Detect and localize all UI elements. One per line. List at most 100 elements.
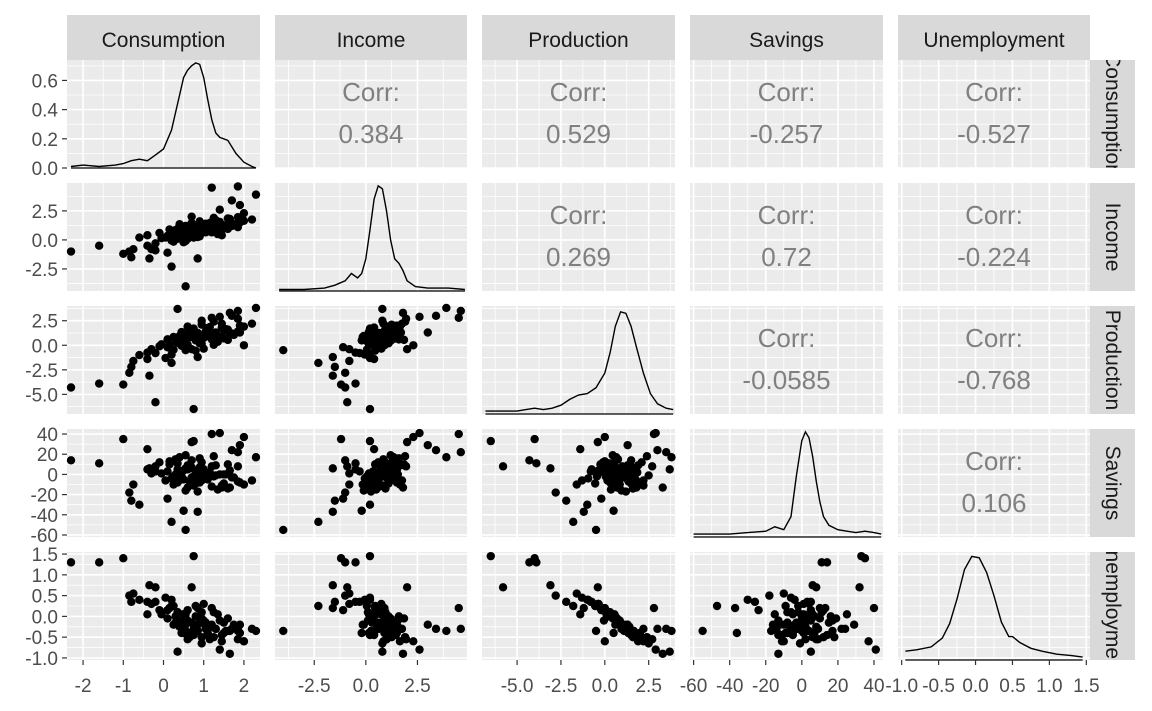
point (364, 628, 374, 638)
point (423, 620, 432, 629)
point (135, 350, 144, 360)
point (279, 626, 288, 636)
point (617, 486, 626, 495)
point (201, 474, 210, 483)
corr-value-0-4: -0.527 (957, 119, 1031, 149)
point (486, 436, 495, 446)
point (195, 618, 204, 627)
panel-1-3 (690, 183, 883, 291)
point (374, 458, 383, 467)
density-income (279, 184, 465, 291)
point (251, 303, 261, 313)
point (207, 313, 216, 322)
point (345, 599, 354, 609)
point (806, 647, 816, 656)
x-tick-label: 2.5 (404, 676, 430, 697)
point (340, 368, 350, 377)
point (546, 464, 555, 473)
point (233, 182, 243, 191)
point (155, 342, 164, 351)
point (127, 597, 136, 607)
point (855, 583, 864, 592)
point (183, 224, 192, 233)
point (774, 649, 783, 658)
strip-right-income (1090, 183, 1135, 291)
point (187, 345, 196, 354)
point (399, 460, 409, 469)
point (498, 583, 508, 592)
x-tick-label: -40 (716, 676, 743, 697)
corr-value-1-3: 0.72 (761, 242, 812, 272)
point (225, 308, 235, 318)
point (842, 610, 852, 619)
x-tick-label: -2.5 (298, 676, 331, 697)
point (199, 599, 208, 609)
point (572, 589, 581, 598)
point (454, 603, 463, 613)
strip-right-savings (1090, 429, 1135, 537)
scatter-production-vs-consumption (66, 303, 261, 414)
corr-value-0-2: 0.529 (546, 119, 611, 149)
point (217, 323, 227, 332)
point (777, 637, 787, 646)
point (397, 319, 407, 328)
point (179, 238, 188, 247)
panel-0-3 (690, 60, 883, 168)
point (795, 639, 805, 648)
point (369, 354, 379, 364)
point (431, 311, 441, 321)
y-tick-label: 0.0 (32, 159, 58, 180)
point (328, 603, 338, 613)
panel-0-1 (275, 60, 467, 168)
point (610, 460, 619, 469)
point (225, 214, 235, 224)
point (328, 352, 338, 362)
point (551, 591, 560, 600)
point (129, 480, 138, 489)
scatter-savings-vs-consumption (66, 428, 261, 535)
point (205, 622, 214, 631)
point (193, 603, 202, 613)
point (642, 452, 652, 461)
point (177, 327, 186, 337)
scatter-production-vs-income (279, 303, 466, 414)
point (442, 303, 451, 313)
corr-value-3-4: 0.106 (961, 488, 1026, 518)
point (167, 595, 176, 604)
point (193, 352, 202, 362)
point (382, 635, 391, 644)
point (551, 488, 560, 497)
panel-1-1 (275, 183, 467, 291)
y-tick-label: 0.0 (32, 607, 58, 628)
strip-right-label-income: Income (1101, 203, 1124, 272)
point (593, 583, 602, 592)
point (336, 434, 346, 444)
point (183, 461, 192, 470)
point (129, 356, 138, 366)
strip-top-label-unemployment: Unemployment (923, 29, 1064, 52)
point (179, 610, 188, 619)
point (389, 453, 398, 462)
point (378, 647, 387, 656)
scatter-income-vs-consumption (66, 182, 261, 291)
strip-right-label-savings: Savings (1101, 446, 1124, 521)
point (314, 517, 323, 527)
point (163, 605, 172, 615)
point (151, 246, 160, 255)
point (600, 432, 610, 442)
point (562, 597, 571, 607)
point (233, 448, 243, 457)
x-tick-label: 0.5 (999, 676, 1025, 697)
point (810, 628, 819, 638)
point (644, 471, 653, 480)
point (239, 208, 249, 218)
point (163, 231, 172, 241)
point (402, 437, 412, 447)
y-tick-label: 2.5 (32, 202, 58, 223)
point (384, 477, 393, 486)
point (197, 639, 206, 648)
point (597, 605, 606, 615)
scatter-unemployment-vs-income (279, 551, 466, 658)
point (409, 432, 418, 442)
point (135, 233, 144, 242)
